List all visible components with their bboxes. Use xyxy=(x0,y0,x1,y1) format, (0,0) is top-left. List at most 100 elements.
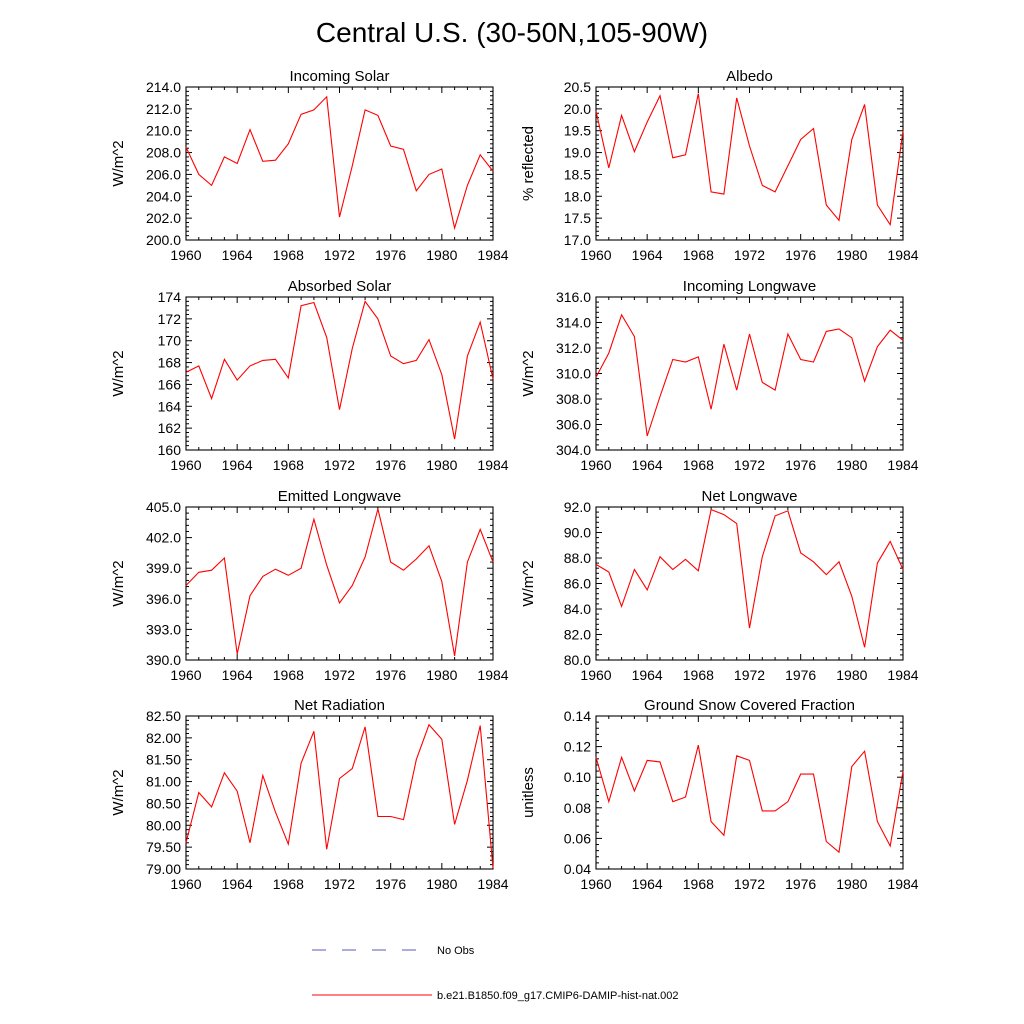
x-tick-label: 1984 xyxy=(477,247,508,263)
y-tick-label: 20.0 xyxy=(564,101,591,117)
y-tick-label: 0.14 xyxy=(564,708,591,724)
x-tick-label: 1968 xyxy=(683,457,714,473)
legend-label: No Obs xyxy=(437,945,475,957)
y-tick-label: 402.0 xyxy=(146,530,181,546)
y-tick-label: 80.00 xyxy=(146,817,181,833)
y-tick-label: 82.50 xyxy=(146,708,181,724)
y-tick-label: 210.0 xyxy=(146,123,181,139)
y-tick-label: 405.0 xyxy=(146,499,181,515)
y-tick-label: 82.00 xyxy=(146,730,181,746)
x-tick-label: 1964 xyxy=(222,876,253,892)
y-tick-label: 84.0 xyxy=(564,601,591,617)
y-tick-label: 90.0 xyxy=(564,525,591,541)
panel-title: Net Longwave xyxy=(702,488,798,505)
y-tick-label: 18.5 xyxy=(564,166,591,182)
y-tick-label: 18.0 xyxy=(564,188,591,204)
x-tick-label: 1964 xyxy=(632,457,663,473)
y-tick-label: 0.04 xyxy=(564,861,591,877)
y-tick-label: 399.0 xyxy=(146,560,181,576)
plot-frame xyxy=(595,506,904,661)
x-tick-label: 1968 xyxy=(683,667,714,683)
x-tick-label: 1960 xyxy=(170,876,201,892)
x-tick-label: 1976 xyxy=(785,667,816,683)
x-tick-label: 1984 xyxy=(887,247,918,263)
series-line xyxy=(185,508,494,656)
x-tick-label: 1960 xyxy=(170,247,201,263)
x-tick-label: 1980 xyxy=(426,457,457,473)
y-tick-label: 202.0 xyxy=(146,210,181,226)
y-tick-label: 172 xyxy=(158,311,182,327)
x-tick-label: 1964 xyxy=(222,247,253,263)
y-tick-label: 79.00 xyxy=(146,861,181,877)
plot-frame xyxy=(185,296,494,451)
series-line xyxy=(185,723,494,869)
panel-title: Incoming Longwave xyxy=(683,278,816,295)
y-tick-label: 174 xyxy=(158,289,182,305)
x-tick-label: 1976 xyxy=(785,457,816,473)
x-tick-label: 1972 xyxy=(324,457,355,473)
y-tick-label: 82.0 xyxy=(564,627,591,643)
x-tick-label: 1980 xyxy=(426,667,457,683)
y-tick-label: 316.0 xyxy=(556,289,591,305)
panel-albedo: 1960 1964 1968 1972 1976 1980 1984 17.0 17.5 18.0… xyxy=(520,68,919,263)
x-tick-label: 1968 xyxy=(683,247,714,263)
x-tick-label: 1984 xyxy=(887,876,918,892)
y-axis-label: W/m^2 xyxy=(110,350,127,396)
panel-grid: 1960 1964 1968 1972 1976 1980 1984 200.0 202.0 20… xyxy=(110,68,919,892)
series-line xyxy=(595,93,904,227)
x-tick-label: 1984 xyxy=(477,457,508,473)
y-axis-label: W/m^2 xyxy=(520,350,537,396)
y-tick-label: 306.0 xyxy=(556,417,591,433)
x-tick-label: 1976 xyxy=(785,876,816,892)
y-tick-label: 396.0 xyxy=(146,591,181,607)
x-tick-label: 1984 xyxy=(887,667,918,683)
panel-incoming-solar: 1960 1964 1968 1972 1976 1980 1984 200.0 202.0 20… xyxy=(110,68,509,263)
y-tick-label: 86.0 xyxy=(564,576,591,592)
panel-net-longwave: 1960 1964 1968 1972 1976 1980 1984 80.0 82.0 84.0… xyxy=(520,488,919,683)
panel-incoming-longwave: 1960 1964 1968 1972 1976 1980 1984 304.0 306.0 30… xyxy=(520,278,919,473)
y-tick-label: 0.06 xyxy=(564,830,591,846)
x-tick-label: 1968 xyxy=(273,876,304,892)
y-axis-label: W/m^2 xyxy=(110,140,127,186)
x-tick-label: 1976 xyxy=(375,667,406,683)
panel-absorbed-solar: 1960 1964 1968 1972 1976 1980 1984 160 162 164 166… xyxy=(110,278,509,473)
x-tick-label: 1968 xyxy=(683,876,714,892)
y-tick-label: 214.0 xyxy=(146,79,181,95)
x-tick-label: 1960 xyxy=(580,247,611,263)
plot-frame xyxy=(185,715,494,870)
y-tick-label: 0.10 xyxy=(564,769,591,785)
x-tick-label: 1968 xyxy=(273,247,304,263)
series-line xyxy=(185,95,494,231)
panel-title: Incoming Solar xyxy=(289,68,389,85)
y-axis-label: W/m^2 xyxy=(110,560,127,606)
x-tick-label: 1976 xyxy=(375,247,406,263)
y-tick-label: 314.0 xyxy=(556,315,591,331)
plot-frame xyxy=(185,506,494,661)
y-tick-label: 88.0 xyxy=(564,550,591,566)
y-tick-label: 164 xyxy=(158,398,182,414)
y-axis-label: W/m^2 xyxy=(110,769,127,815)
x-tick-label: 1972 xyxy=(324,876,355,892)
x-tick-label: 1984 xyxy=(887,457,918,473)
y-tick-label: 304.0 xyxy=(556,442,591,458)
y-tick-label: 310.0 xyxy=(556,366,591,382)
legend-label: b.e21.B1850.f09_g17.CMIP6-DAMIP-hist-nat… xyxy=(437,990,679,1002)
y-tick-label: 81.00 xyxy=(146,774,181,790)
y-tick-label: 308.0 xyxy=(556,391,591,407)
y-tick-label: 79.50 xyxy=(146,839,181,855)
y-tick-label: 208.0 xyxy=(146,145,181,161)
y-tick-label: 312.0 xyxy=(556,340,591,356)
y-tick-label: 19.5 xyxy=(564,123,591,139)
x-tick-label: 1984 xyxy=(477,876,508,892)
x-tick-label: 1980 xyxy=(836,876,867,892)
x-tick-label: 1976 xyxy=(375,457,406,473)
x-tick-label: 1964 xyxy=(632,247,663,263)
y-tick-label: 17.5 xyxy=(564,210,591,226)
legend: No Obs b.e21.B1850.f09_g17.CMIP6-DAMIP-hi… xyxy=(312,945,679,1002)
y-tick-label: 170 xyxy=(158,333,182,349)
y-tick-label: 168 xyxy=(158,355,182,371)
panel-title: Net Radiation xyxy=(294,697,385,714)
x-tick-label: 1980 xyxy=(836,667,867,683)
y-tick-label: 160 xyxy=(158,442,182,458)
y-axis-label: W/m^2 xyxy=(520,560,537,606)
